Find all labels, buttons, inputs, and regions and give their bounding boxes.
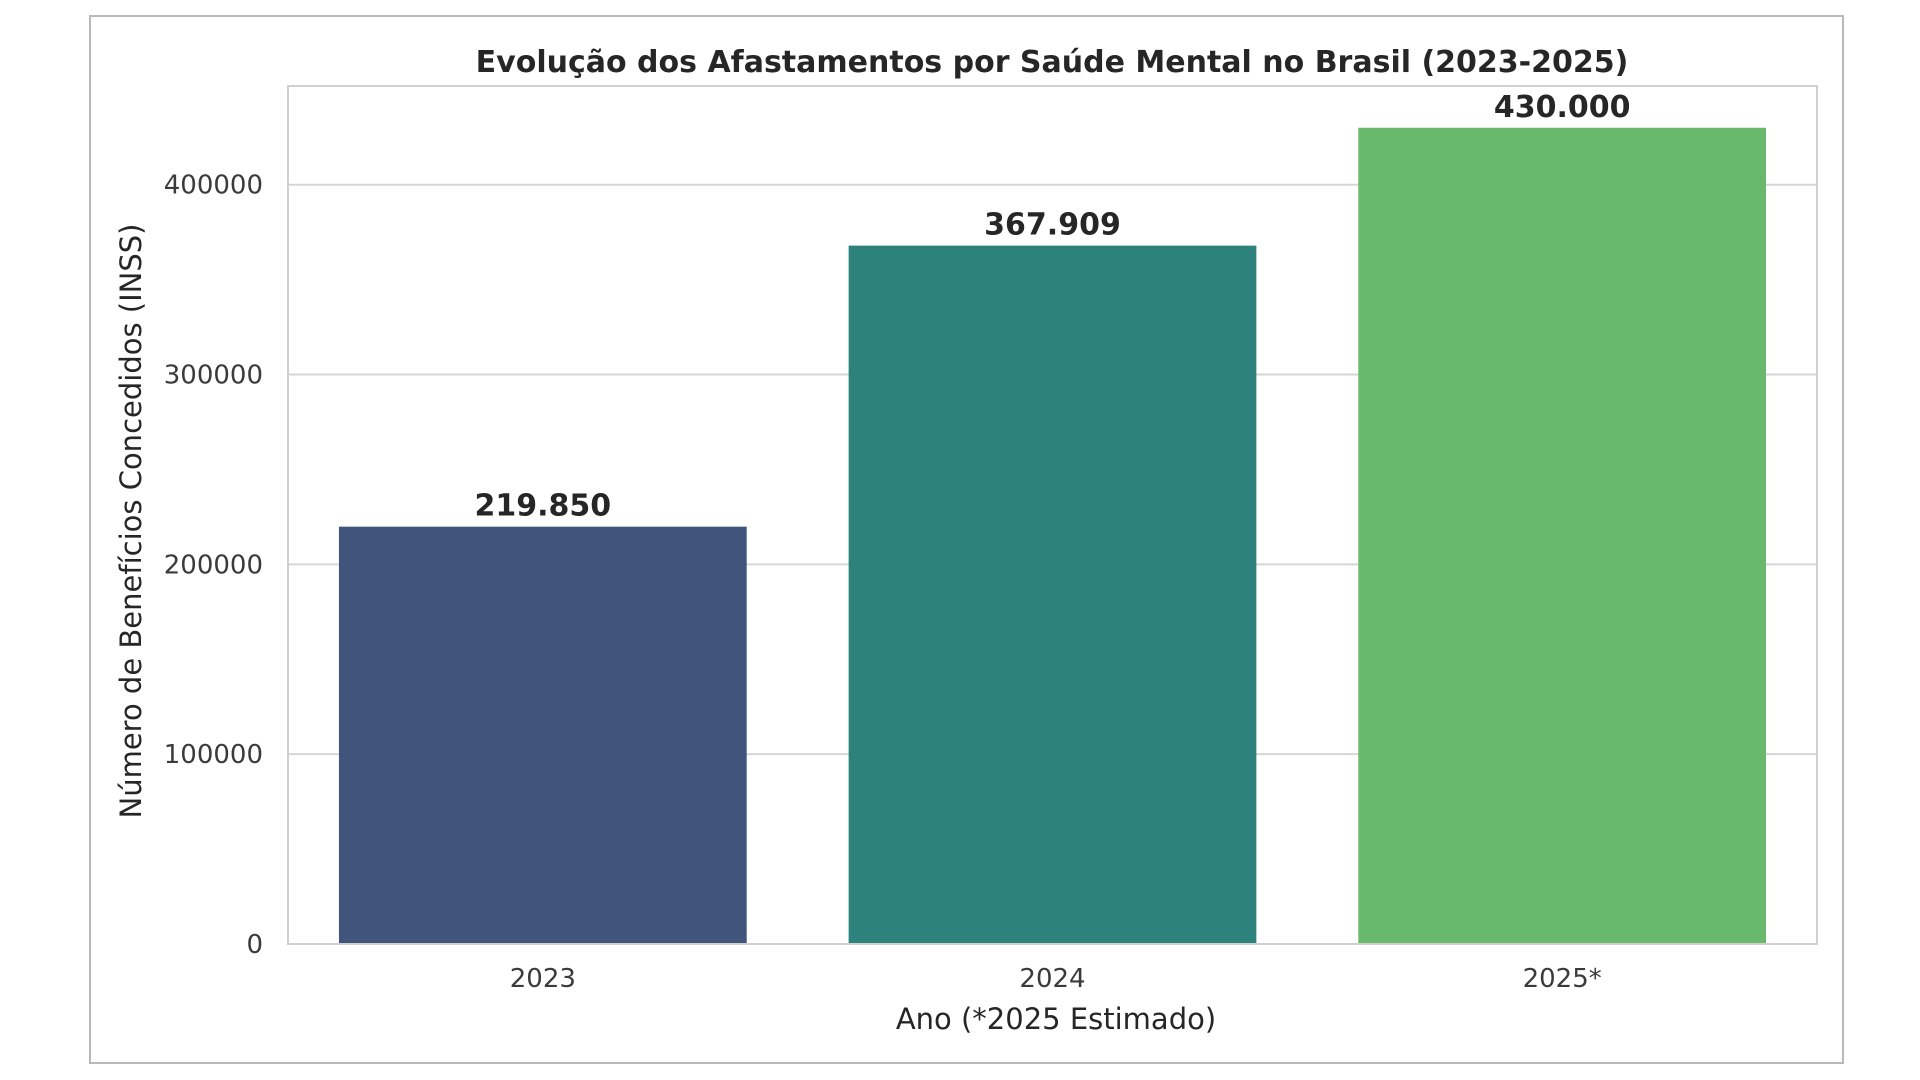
data-label: 367.909	[984, 208, 1121, 243]
data-label: 219.850	[475, 489, 612, 524]
data-labels: 219.850 367.909 430.000	[475, 90, 1631, 524]
bar-2023	[338, 526, 747, 944]
bar-2024	[848, 245, 1257, 944]
y-axis-label: Número de Benefícios Concedidos (INSS)	[114, 224, 148, 819]
y-tick-label: 0	[246, 930, 263, 960]
y-axis-ticks: 0 100000 200000 300000 400000	[164, 171, 263, 960]
x-tick-label: 2024	[1019, 964, 1085, 994]
bars	[338, 127, 1767, 945]
x-tick-label: 2023	[510, 964, 576, 994]
x-axis-label: Ano (*2025 Estimado)	[896, 1002, 1216, 1036]
y-tick-label: 400000	[164, 171, 263, 201]
data-label: 430.000	[1494, 90, 1631, 125]
x-tick-label: 2025*	[1523, 964, 1602, 994]
y-tick-label: 300000	[164, 361, 263, 391]
y-tick-label: 100000	[164, 740, 263, 770]
bar-2025-estimated	[1358, 127, 1767, 945]
y-tick-label: 200000	[164, 550, 263, 580]
plot-area-border	[287, 85, 1818, 945]
x-axis-ticks: 2023 2024 2025*	[510, 964, 1602, 994]
chart-title: Evolução dos Afastamentos por Saúde Ment…	[476, 45, 1629, 80]
